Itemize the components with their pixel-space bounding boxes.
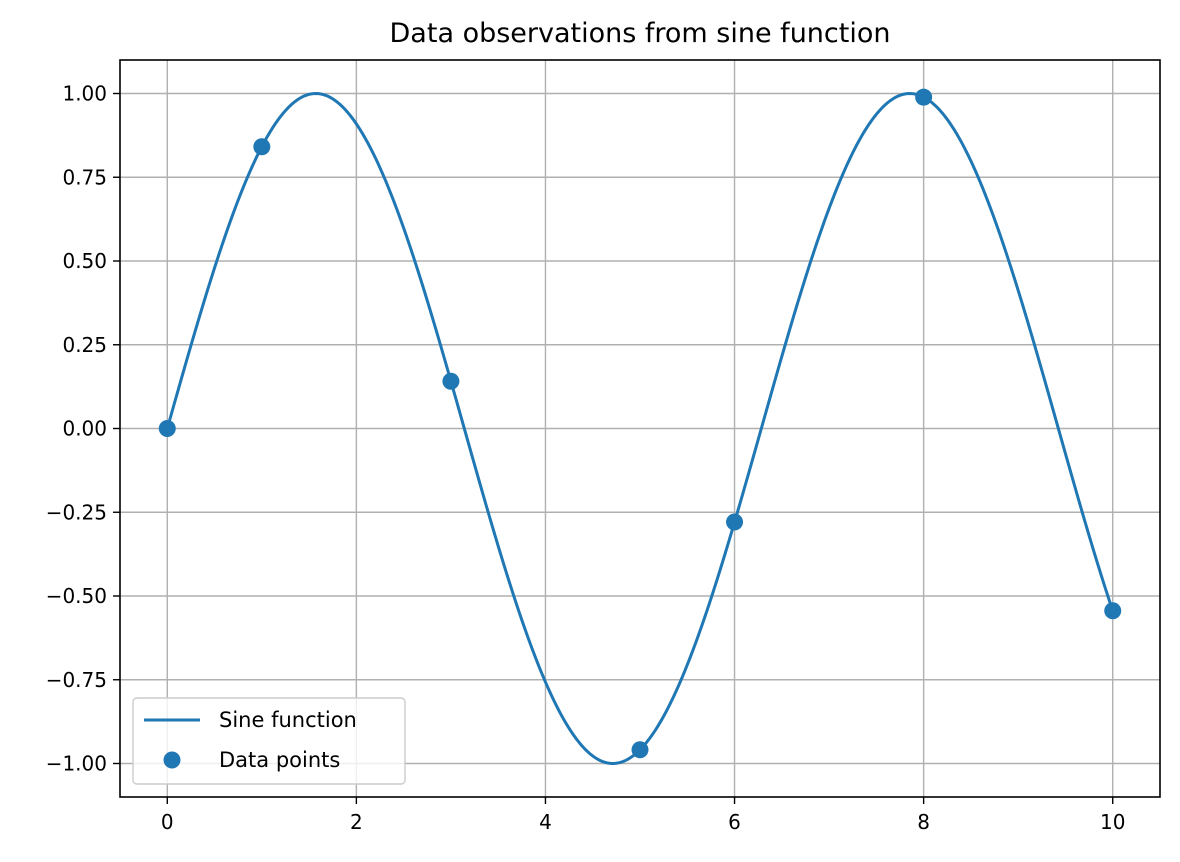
plot-area bbox=[158, 88, 1122, 765]
data-point bbox=[1104, 602, 1122, 620]
y-tick-label: 1.00 bbox=[62, 82, 107, 106]
data-point bbox=[726, 513, 744, 531]
chart-title: Data observations from sine function bbox=[390, 18, 891, 49]
y-tick-label: 0.50 bbox=[62, 249, 107, 273]
y-tick-label: 0.75 bbox=[62, 165, 107, 189]
data-point bbox=[158, 420, 176, 437]
y-tick-label: −0.75 bbox=[46, 668, 107, 692]
data-point bbox=[631, 741, 649, 759]
axis-ticks: 0 2 4 6 8 10 1.00 0.75 0.50 0.25 0.00 −0.25 −0.50 −0.… bbox=[46, 82, 1126, 835]
x-tick-label: 8 bbox=[917, 810, 930, 834]
legend-box bbox=[132, 697, 406, 785]
y-tick-label: −1.00 bbox=[46, 752, 107, 776]
y-tick-label: −0.50 bbox=[46, 584, 107, 608]
legend-label: Data points bbox=[219, 748, 340, 772]
data-point bbox=[915, 88, 933, 106]
legend-label: Sine function bbox=[219, 708, 357, 732]
grid bbox=[120, 60, 1160, 797]
legend: Sine function Data points bbox=[132, 697, 406, 785]
x-tick-label: 0 bbox=[161, 810, 174, 834]
x-tick-label: 10 bbox=[1100, 810, 1125, 834]
x-tick-label: 2 bbox=[350, 810, 363, 834]
y-tick-label: 0.00 bbox=[62, 417, 107, 441]
x-tick-label: 4 bbox=[539, 810, 552, 834]
data-point bbox=[442, 372, 460, 390]
x-tick-label: 6 bbox=[728, 810, 741, 834]
data-point bbox=[253, 138, 271, 156]
y-tick-label: 0.25 bbox=[62, 333, 107, 357]
y-tick-label: −0.25 bbox=[46, 500, 107, 524]
legend-point-swatch bbox=[163, 751, 181, 769]
